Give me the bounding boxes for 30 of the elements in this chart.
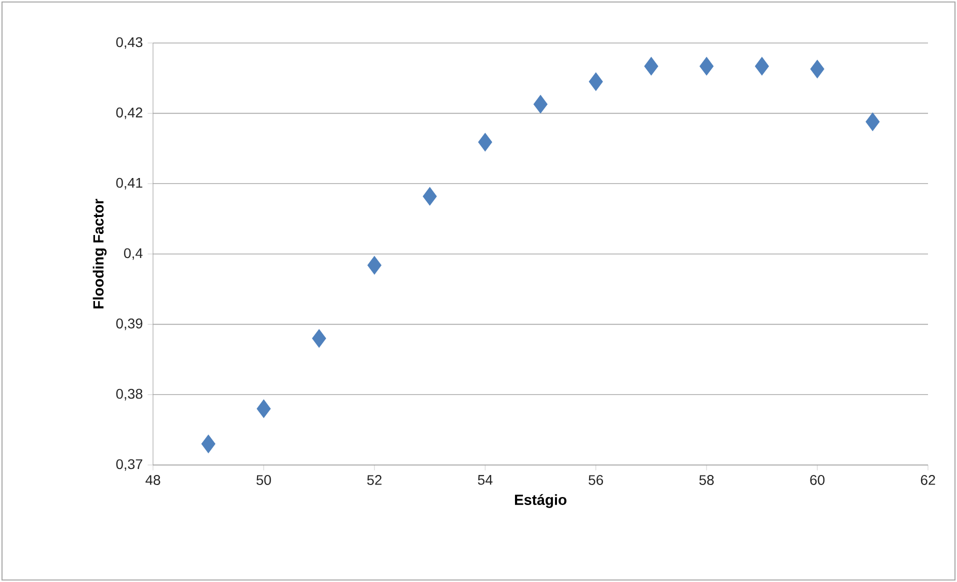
point bbox=[754, 56, 769, 76]
point bbox=[478, 132, 492, 152]
x-tick-label: 54 bbox=[478, 475, 493, 485]
y-tick-label: 0,42 bbox=[116, 108, 142, 120]
point bbox=[644, 56, 658, 76]
y-tick-label: 0,39 bbox=[116, 318, 142, 330]
x-tick-label: 60 bbox=[810, 475, 825, 485]
point bbox=[700, 56, 714, 76]
x-tick-label: 58 bbox=[699, 475, 714, 485]
y-tick-label: 0,43 bbox=[116, 37, 142, 49]
y-tick-label: 0,38 bbox=[116, 388, 142, 400]
point bbox=[367, 256, 382, 275]
point bbox=[810, 60, 824, 78]
x-tick-label: 48 bbox=[146, 475, 160, 485]
point bbox=[312, 329, 326, 348]
x-tick-label: 52 bbox=[367, 475, 382, 485]
point bbox=[533, 94, 548, 114]
point bbox=[588, 72, 603, 91]
y-tick-label: 0,37 bbox=[116, 459, 142, 471]
x-tick-label: 56 bbox=[588, 475, 604, 485]
y-tick-label: 0,41 bbox=[116, 178, 142, 190]
y-tick-label: 0,4 bbox=[124, 248, 143, 260]
x-tick-label: 62 bbox=[920, 475, 936, 485]
x-axis-title: Estágio bbox=[515, 494, 566, 508]
y-axis-title: Flooding Factor bbox=[92, 198, 107, 308]
point bbox=[256, 399, 271, 418]
point bbox=[422, 187, 437, 206]
point bbox=[866, 112, 880, 132]
x-tick-label: 50 bbox=[256, 475, 271, 485]
point bbox=[201, 434, 216, 454]
